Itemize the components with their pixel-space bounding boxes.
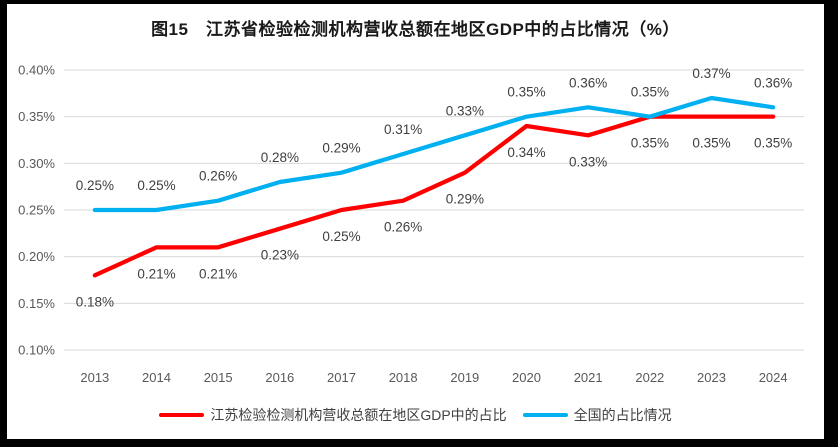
- y-tick-label: 0.30%: [18, 156, 55, 171]
- data-label-0: 0.23%: [261, 248, 299, 263]
- data-label-1: 0.36%: [569, 75, 607, 90]
- data-label-1: 0.33%: [446, 103, 484, 118]
- x-tick-label: 2018: [389, 370, 418, 385]
- data-label-1: 0.29%: [322, 141, 360, 156]
- data-label-1: 0.25%: [137, 178, 175, 193]
- blue-line-swatch-icon: [522, 413, 568, 417]
- x-tick-label: 2022: [635, 370, 664, 385]
- data-label-1: 0.36%: [754, 75, 792, 90]
- x-tick-label: 2016: [265, 370, 294, 385]
- data-label-0: 0.33%: [569, 154, 607, 169]
- data-label-1: 0.26%: [199, 169, 237, 184]
- x-tick-label: 2013: [80, 370, 109, 385]
- legend-label-jiangsu: 江苏检验检测机构营收总额在地区GDP中的占比: [210, 407, 507, 423]
- legend-item-national: 全国的占比情况: [522, 405, 672, 425]
- x-tick-label: 2023: [697, 370, 726, 385]
- data-label-0: 0.25%: [322, 229, 360, 244]
- y-tick-label: 0.10%: [18, 343, 55, 358]
- data-label-0: 0.35%: [631, 136, 669, 151]
- series-line-1: [92, 95, 776, 213]
- data-label-0: 0.35%: [692, 136, 730, 151]
- red-line-swatch-icon: [159, 413, 205, 417]
- line-chart-plot: 0.40% 0.35% 0.30% 0.25% 0.20% 0.15% 0.10% 2013 2…: [18, 63, 804, 385]
- x-tick-label: 2024: [759, 370, 788, 385]
- y-tick-label: 0.40%: [18, 63, 55, 78]
- y-tick-label: 0.15%: [18, 296, 55, 311]
- data-label-0: 0.29%: [446, 192, 484, 207]
- y-tick-label: 0.20%: [18, 249, 55, 264]
- data-label-1: 0.37%: [692, 66, 730, 81]
- y-tick-label: 0.25%: [18, 203, 55, 218]
- data-label-1: 0.35%: [507, 85, 545, 100]
- legend-item-jiangsu: 江苏检验检测机构营收总额在地区GDP中的占比: [159, 405, 507, 425]
- x-tick-label: 2021: [574, 370, 603, 385]
- data-label-0: 0.21%: [199, 266, 237, 281]
- x-tick-label: 2014: [142, 370, 171, 385]
- x-tick-label: 2015: [204, 370, 233, 385]
- chart-legend: 江苏检验检测机构营收总额在地区GDP中的占比 全国的占比情况: [7, 405, 824, 425]
- series-line-0: [92, 114, 776, 278]
- data-label-0: 0.18%: [76, 294, 114, 309]
- data-label-0: 0.21%: [137, 266, 175, 281]
- data-label-1: 0.28%: [261, 150, 299, 165]
- legend-label-national: 全国的占比情况: [573, 407, 672, 423]
- chart-title: 图15 江苏省检验检测机构营收总额在地区GDP中的占比情况（%）: [151, 20, 680, 39]
- y-tick-label: 0.35%: [18, 109, 55, 124]
- data-label-0: 0.34%: [507, 145, 545, 160]
- data-label-1: 0.31%: [384, 122, 422, 137]
- data-label-0: 0.26%: [384, 220, 422, 235]
- x-tick-label: 2017: [327, 370, 356, 385]
- x-tick-label: 2019: [450, 370, 479, 385]
- data-label-1: 0.35%: [631, 85, 669, 100]
- data-label-1: 0.25%: [76, 178, 114, 193]
- chart-area: 图15 江苏省检验检测机构营收总额在地区GDP中的占比情况（%） 0.40% 0.…: [7, 4, 824, 439]
- data-label-0: 0.35%: [754, 136, 792, 151]
- x-tick-label: 2020: [512, 370, 541, 385]
